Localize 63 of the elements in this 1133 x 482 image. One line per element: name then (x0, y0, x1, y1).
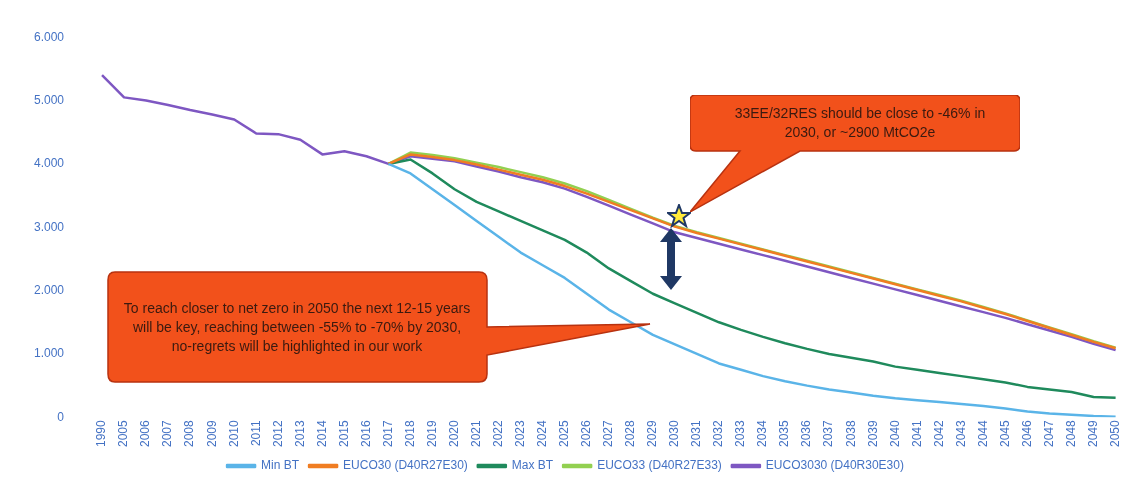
x-tick-label: 2040 (887, 419, 902, 448)
y-tick-label: 4.000 (34, 156, 65, 171)
x-tick-label: 2021 (468, 419, 483, 448)
speech-bubble: 33EE/32RES should be close to -46% in 2030, or ~2900 MtCO2e (690, 95, 1020, 212)
x-tick-label: 2047 (1041, 419, 1056, 448)
y-tick-label: 0 (57, 409, 65, 424)
legend-label: Min BT (261, 458, 300, 473)
x-tick-label: 2030 (667, 419, 682, 448)
x-tick-label: 2028 (623, 419, 638, 448)
x-tick-label: 2017 (380, 419, 395, 448)
x-tick-label: 2008 (182, 419, 197, 448)
x-tick-label: 2016 (358, 419, 373, 448)
y-tick-label: 1.000 (34, 346, 65, 361)
x-tick-label: 2033 (733, 419, 748, 448)
x-tick-label: 2009 (204, 419, 219, 448)
x-tick-label: 2007 (160, 419, 175, 448)
x-tick-label: 2042 (931, 419, 946, 448)
annotation: To reach closer to net zero in 2050 the next 12-15 years will be key, reaching between -55% to -70% by 2030, no-regrets will be highlighted in our work (122, 298, 472, 356)
y-tick-label: 3.000 (34, 219, 65, 234)
x-tick-label: 2024 (535, 419, 550, 448)
x-tick-label: 2026 (579, 419, 594, 448)
x-tick-label: 2050 (1107, 419, 1122, 448)
x-tick-label: 2015 (336, 419, 351, 448)
y-tick-label: 6.000 (34, 29, 65, 44)
x-tick-label: 2037 (821, 419, 836, 448)
x-tick-label: 2045 (997, 419, 1012, 448)
x-tick-label: 2041 (909, 419, 924, 448)
x-tick-label: 2012 (270, 419, 285, 448)
x-tick-label: 2043 (953, 419, 968, 448)
x-tick-label: 2027 (601, 419, 616, 448)
x-tick-label: 2044 (975, 419, 990, 448)
x-tick-label: 2034 (755, 419, 770, 448)
x-tick-label: 2014 (314, 419, 329, 448)
x-tick-label: 2031 (689, 419, 704, 448)
annotation: 33EE/32RES should be close to -46% in 2030, or ~2900 MtCO2e (733, 104, 987, 142)
x-tick-label: 2020 (446, 419, 461, 448)
y-tick-label: 2.000 (34, 282, 65, 297)
x-tick-label: 2006 (138, 419, 153, 448)
x-tick-label: 2039 (865, 419, 880, 448)
x-tick-label: 2022 (490, 419, 505, 448)
x-tick-label: 2010 (226, 419, 241, 448)
x-tick-label: 2018 (402, 419, 417, 448)
x-tick-label: 2023 (512, 419, 527, 448)
x-tick-label: 2013 (292, 419, 307, 448)
legend-label: EUCO3030 (D40R30E30) (765, 458, 904, 473)
legend-label: EUCO30 (D40R27E30) (343, 458, 468, 473)
speech-bubble: To reach closer to net zero in 2050 the next 12-15 years will be key, reaching between -55% to -70% by 2030, no-regrets will be highlighted in our work (107, 271, 652, 383)
x-tick-label: 2035 (777, 419, 792, 448)
y-tick-label: 5.000 (34, 92, 65, 107)
x-tick-label: 2048 (1063, 419, 1078, 448)
x-tick-label: 1990 (94, 419, 109, 448)
legend-label: Max BT (511, 458, 554, 473)
legend-label: EUCO33 (D40R27E33) (597, 458, 722, 473)
x-tick-label: 2049 (1085, 419, 1100, 448)
x-tick-label: 2032 (711, 419, 726, 448)
x-tick-label: 2019 (424, 419, 439, 448)
x-tick-label: 2025 (557, 419, 572, 448)
x-tick-label: 2046 (1019, 419, 1034, 448)
x-tick-label: 2029 (645, 419, 660, 448)
x-tick-label: 2038 (843, 419, 858, 448)
x-tick-label: 2011 (248, 419, 263, 447)
x-tick-label: 2005 (116, 419, 131, 448)
x-tick-label: 2036 (799, 419, 814, 448)
